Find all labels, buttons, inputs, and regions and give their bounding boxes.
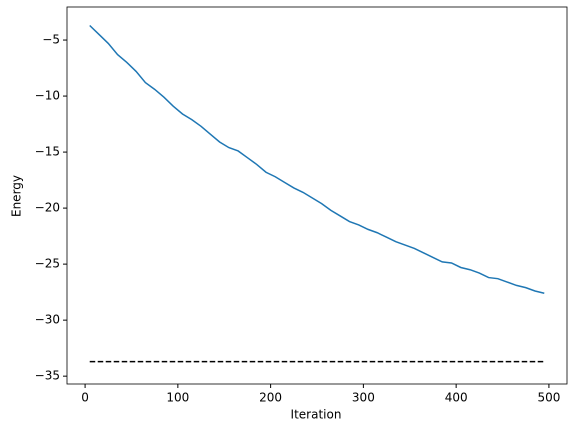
y-tick-label: −5: [42, 33, 60, 47]
x-tick-label: 0: [81, 391, 89, 405]
y-tick-label: −25: [35, 257, 60, 271]
y-tick-label: −10: [35, 89, 60, 103]
y-tick-label: −20: [35, 201, 60, 215]
y-tick-label: −15: [35, 145, 60, 159]
plot-frame: [66, 6, 568, 385]
x-tick-label: 500: [537, 391, 560, 405]
x-tick-label: 100: [166, 391, 189, 405]
y-tick-label: −30: [35, 313, 60, 327]
x-axis-label: Iteration: [291, 408, 342, 422]
x-tick-label: 200: [259, 391, 282, 405]
x-tick-label: 300: [352, 391, 375, 405]
y-axis-label: Energy: [10, 175, 24, 217]
y-tick-label: −35: [35, 369, 60, 383]
line: [89, 24, 545, 294]
x-tick-label: 400: [445, 391, 468, 405]
